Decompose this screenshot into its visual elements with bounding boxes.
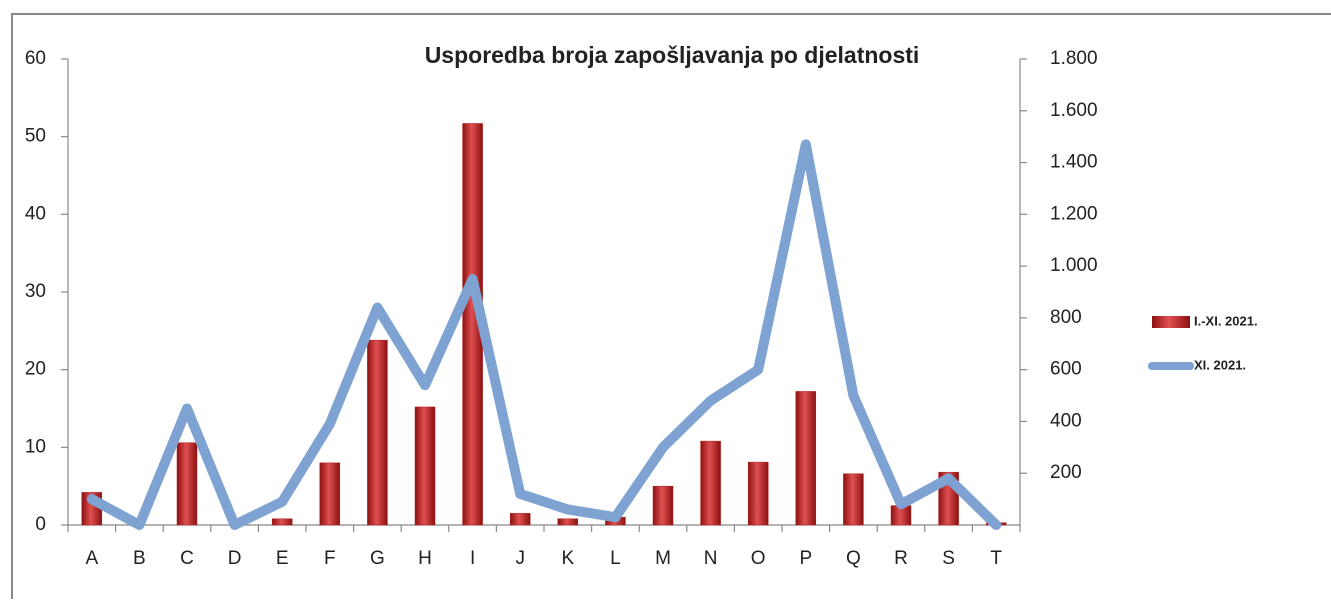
x-tick-label: I [470, 548, 475, 569]
legend-label: XI. 2021. [1194, 357, 1246, 372]
y2-tick-label: 1.600 [1050, 100, 1098, 121]
frame [11, 13, 1331, 599]
x-tick-label: L [610, 548, 621, 569]
x-tick-label: C [180, 548, 194, 569]
x-tick-label: H [418, 548, 432, 569]
bar [652, 485, 674, 526]
bar [509, 513, 531, 526]
bar [795, 391, 817, 526]
bar [319, 462, 341, 526]
x-tick-label: M [655, 548, 671, 569]
x-tick-label: J [515, 548, 525, 569]
x-tick-label: O [751, 548, 766, 569]
y2-tick-label: 1.800 [1050, 48, 1098, 69]
y2-tick-label: 200 [1050, 462, 1082, 483]
bar [176, 442, 198, 526]
x-tick-label: T [990, 548, 1002, 569]
y-tick-label: 40 [25, 203, 46, 224]
y2-tick-label: 1.000 [1050, 255, 1098, 276]
y-tick-label: 30 [25, 281, 46, 302]
bar [557, 518, 579, 526]
x-tick-label: G [370, 548, 385, 569]
x-tick-label: Q [846, 548, 861, 569]
x-tick-label: D [228, 548, 242, 569]
bar [271, 518, 293, 526]
chart-title: Usporedba broja zapošljavanja po djelatn… [425, 42, 920, 68]
y2-tick-label: 400 [1050, 410, 1082, 431]
y2-tick-label: 600 [1050, 359, 1082, 380]
bar [843, 473, 864, 526]
y-tick-label: 20 [25, 359, 46, 380]
y-tick-label: 60 [25, 48, 46, 69]
y2-tick-label: 1.200 [1050, 203, 1098, 224]
x-tick-label: K [561, 548, 574, 569]
y2-tick-label: 1.400 [1050, 152, 1098, 173]
x-tick-label: N [704, 548, 718, 569]
y-tick-label: 50 [25, 126, 46, 147]
bar [700, 440, 721, 526]
y-tick-label: 10 [25, 436, 46, 457]
line [86, 139, 1002, 530]
x-tick-label: R [894, 548, 908, 569]
y2-tick-label: 800 [1050, 307, 1082, 328]
y-tick-label: 0 [35, 514, 46, 535]
x-tick-label: A [85, 548, 98, 569]
legend-swatch [1152, 316, 1190, 328]
legend-label: I.-XI. 2021. [1194, 313, 1258, 328]
bar [367, 339, 388, 526]
x-tick-label: F [324, 548, 336, 569]
bar [414, 406, 436, 526]
x-tick-label: B [133, 548, 146, 569]
bar [747, 461, 769, 526]
x-tick-label: E [276, 548, 289, 569]
x-tick-label: S [942, 548, 955, 569]
x-tick-label: P [799, 548, 812, 569]
